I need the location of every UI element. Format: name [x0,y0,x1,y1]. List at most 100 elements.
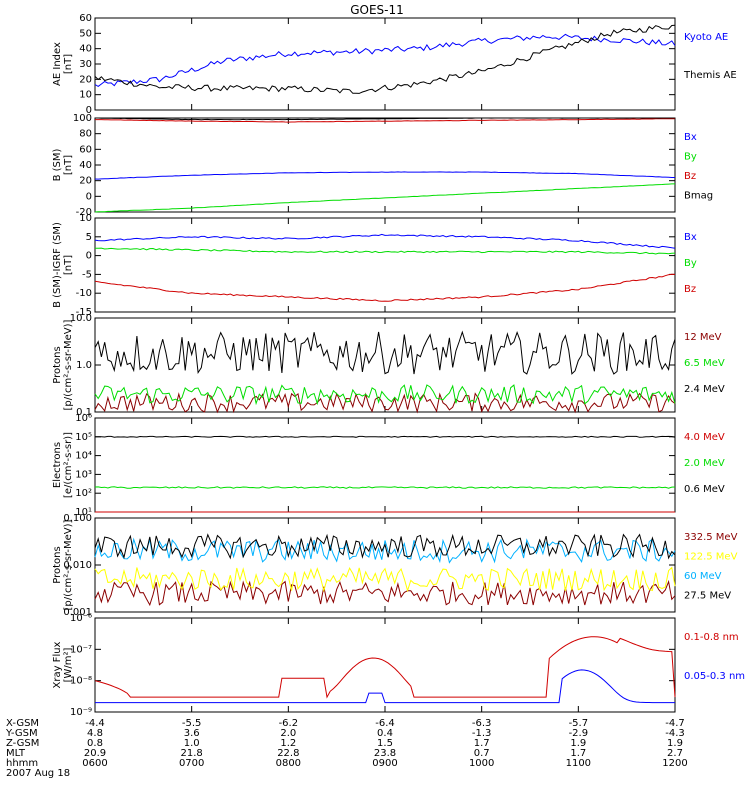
y-tick-label: 80 [79,129,92,140]
footer-value: 1200 [662,758,687,769]
series-line [94,533,676,560]
y-tick-label: 10⁶ [75,413,92,424]
legend-entry: Bz [684,284,696,295]
series-line [94,566,676,593]
series-line [95,247,676,255]
footer-value: 1.7 [474,738,490,749]
y-tick-label: 0.001 [63,607,92,618]
y-tick-label: 1.0 [76,360,92,371]
y-tick-label: 60 [79,144,92,155]
y-axis-label: Protons [52,346,63,383]
footer-value: 0900 [372,758,397,769]
legend-entry: Kyoto AE [684,32,728,43]
footer-value: 1.9 [570,738,586,749]
footer-value: -6.4 [375,718,395,729]
footer-value: 4.8 [87,728,103,739]
y-axis-label: Protons [52,546,63,583]
y-tick-label: 0.010 [63,560,92,571]
y-tick-label: 50 [79,28,92,39]
y-tick-label: 10⁴ [75,451,92,462]
series-line [95,117,675,121]
y-tick-label: 10³ [75,469,92,480]
footer-value: 1000 [469,758,494,769]
legend-entry: 4.0 MeV [684,432,725,443]
y-axis-label: [W/m²] [63,647,74,682]
y-tick-label: 0 [86,191,92,202]
series-line [94,579,676,607]
y-tick-label: 10.0 [70,313,92,324]
legend-entry: Bz [684,171,696,182]
series-line [94,183,675,213]
legend-entry: Themis AE [683,70,737,81]
y-tick-label: 10⁻⁸ [70,676,92,687]
legend-entry: Bx [684,232,697,243]
series-line [94,636,676,699]
panel-5: 10¹ 10² 10³ 10⁴ 10⁵ 10⁶ Electrons [e/(cm²-s-sr)… [52,413,725,518]
footer-value: 2.0 [280,728,296,739]
footer-value: 20.9 [84,748,106,759]
y-axis-label: B (SM)-IGRF (SM) [52,222,63,308]
legend-entry: 12 MeV [684,332,722,343]
y-tick-label: 0 [86,251,92,262]
legend-entry: 0.6 MeV [684,484,725,495]
footer-value: 1.0 [184,738,200,749]
footer-value: 1.9 [667,738,683,749]
footer-value: -4.7 [665,718,685,729]
y-axis-label: [nT] [63,155,74,175]
legend-entry: Bx [684,132,697,143]
footer-row-label: MLT [6,748,26,759]
series-line [94,171,675,180]
footer-row-label: Z-GSM [6,738,39,749]
legend-entry: 0.1-0.8 nm [684,632,739,643]
panel-frame [94,617,676,713]
series-line [94,330,676,375]
y-axis-label: B (SM) [52,148,63,181]
y-tick-label: 60 [79,13,92,24]
series-line [94,486,676,489]
footer-value: -6.3 [472,718,492,729]
y-tick-label: -20 [76,207,92,218]
series-line [95,435,676,438]
y-axis-label: [nT] [63,255,74,275]
legend-entry: 60 MeV [684,571,722,582]
y-tick-label: 10 [79,213,92,224]
legend-entry: 0.05-0.3 nm [684,671,745,682]
footer-value: -2.9 [569,728,589,739]
series-line [95,118,675,123]
footer-value: -4.3 [665,728,685,739]
panel-7: 10⁻⁹ 10⁻⁸ 10⁻⁷ 10⁻⁶ Xray Flux [W/m²] 0.1-0.8 n… [52,613,745,718]
footer-value: 2.7 [667,748,683,759]
y-tick-label: 30 [79,59,92,70]
y-tick-label: 100 [73,113,92,124]
legend-entry: 122.5 MeV [684,552,738,563]
series-line [94,392,676,414]
series-line [94,537,676,564]
y-tick-label: 10² [75,488,92,499]
footer-value: 0600 [82,758,107,769]
footer-value: -4.4 [85,718,105,729]
y-tick-label: 40 [79,44,92,55]
y-tick-label: 0.100 [63,513,92,524]
legend-entry: By [684,152,697,163]
footer-value: -1.3 [472,728,492,739]
series-line [94,33,676,88]
y-axis-label: AE Index [52,42,63,86]
series-line [94,24,676,94]
y-tick-label: -5 [82,269,92,280]
footer-row-label: Y-GSM [5,728,38,739]
series-line [95,669,675,704]
footer-value: 22.8 [277,748,299,759]
footer-date: 2007 Aug 18 [6,768,70,779]
y-axis-label: Xray Flux [52,641,63,688]
chart-title: GOES-11 [350,3,404,17]
panel-frame [94,417,676,513]
footer-value: 0700 [179,758,204,769]
y-tick-label: 0.1 [76,407,92,418]
y-tick-label: 20 [79,176,92,187]
panel-2: -20 0 20 40 60 80 100 B (SM) [nT] Bx By Bz Bmag [52,113,713,218]
y-tick-label: 10 [79,90,92,101]
y-axis-label: [e/(cm²-s-sr)] [63,432,74,498]
panel-frame [94,17,676,111]
y-tick-label: 10⁵ [75,432,92,443]
legend-entry: 27.5 MeV [684,591,731,602]
